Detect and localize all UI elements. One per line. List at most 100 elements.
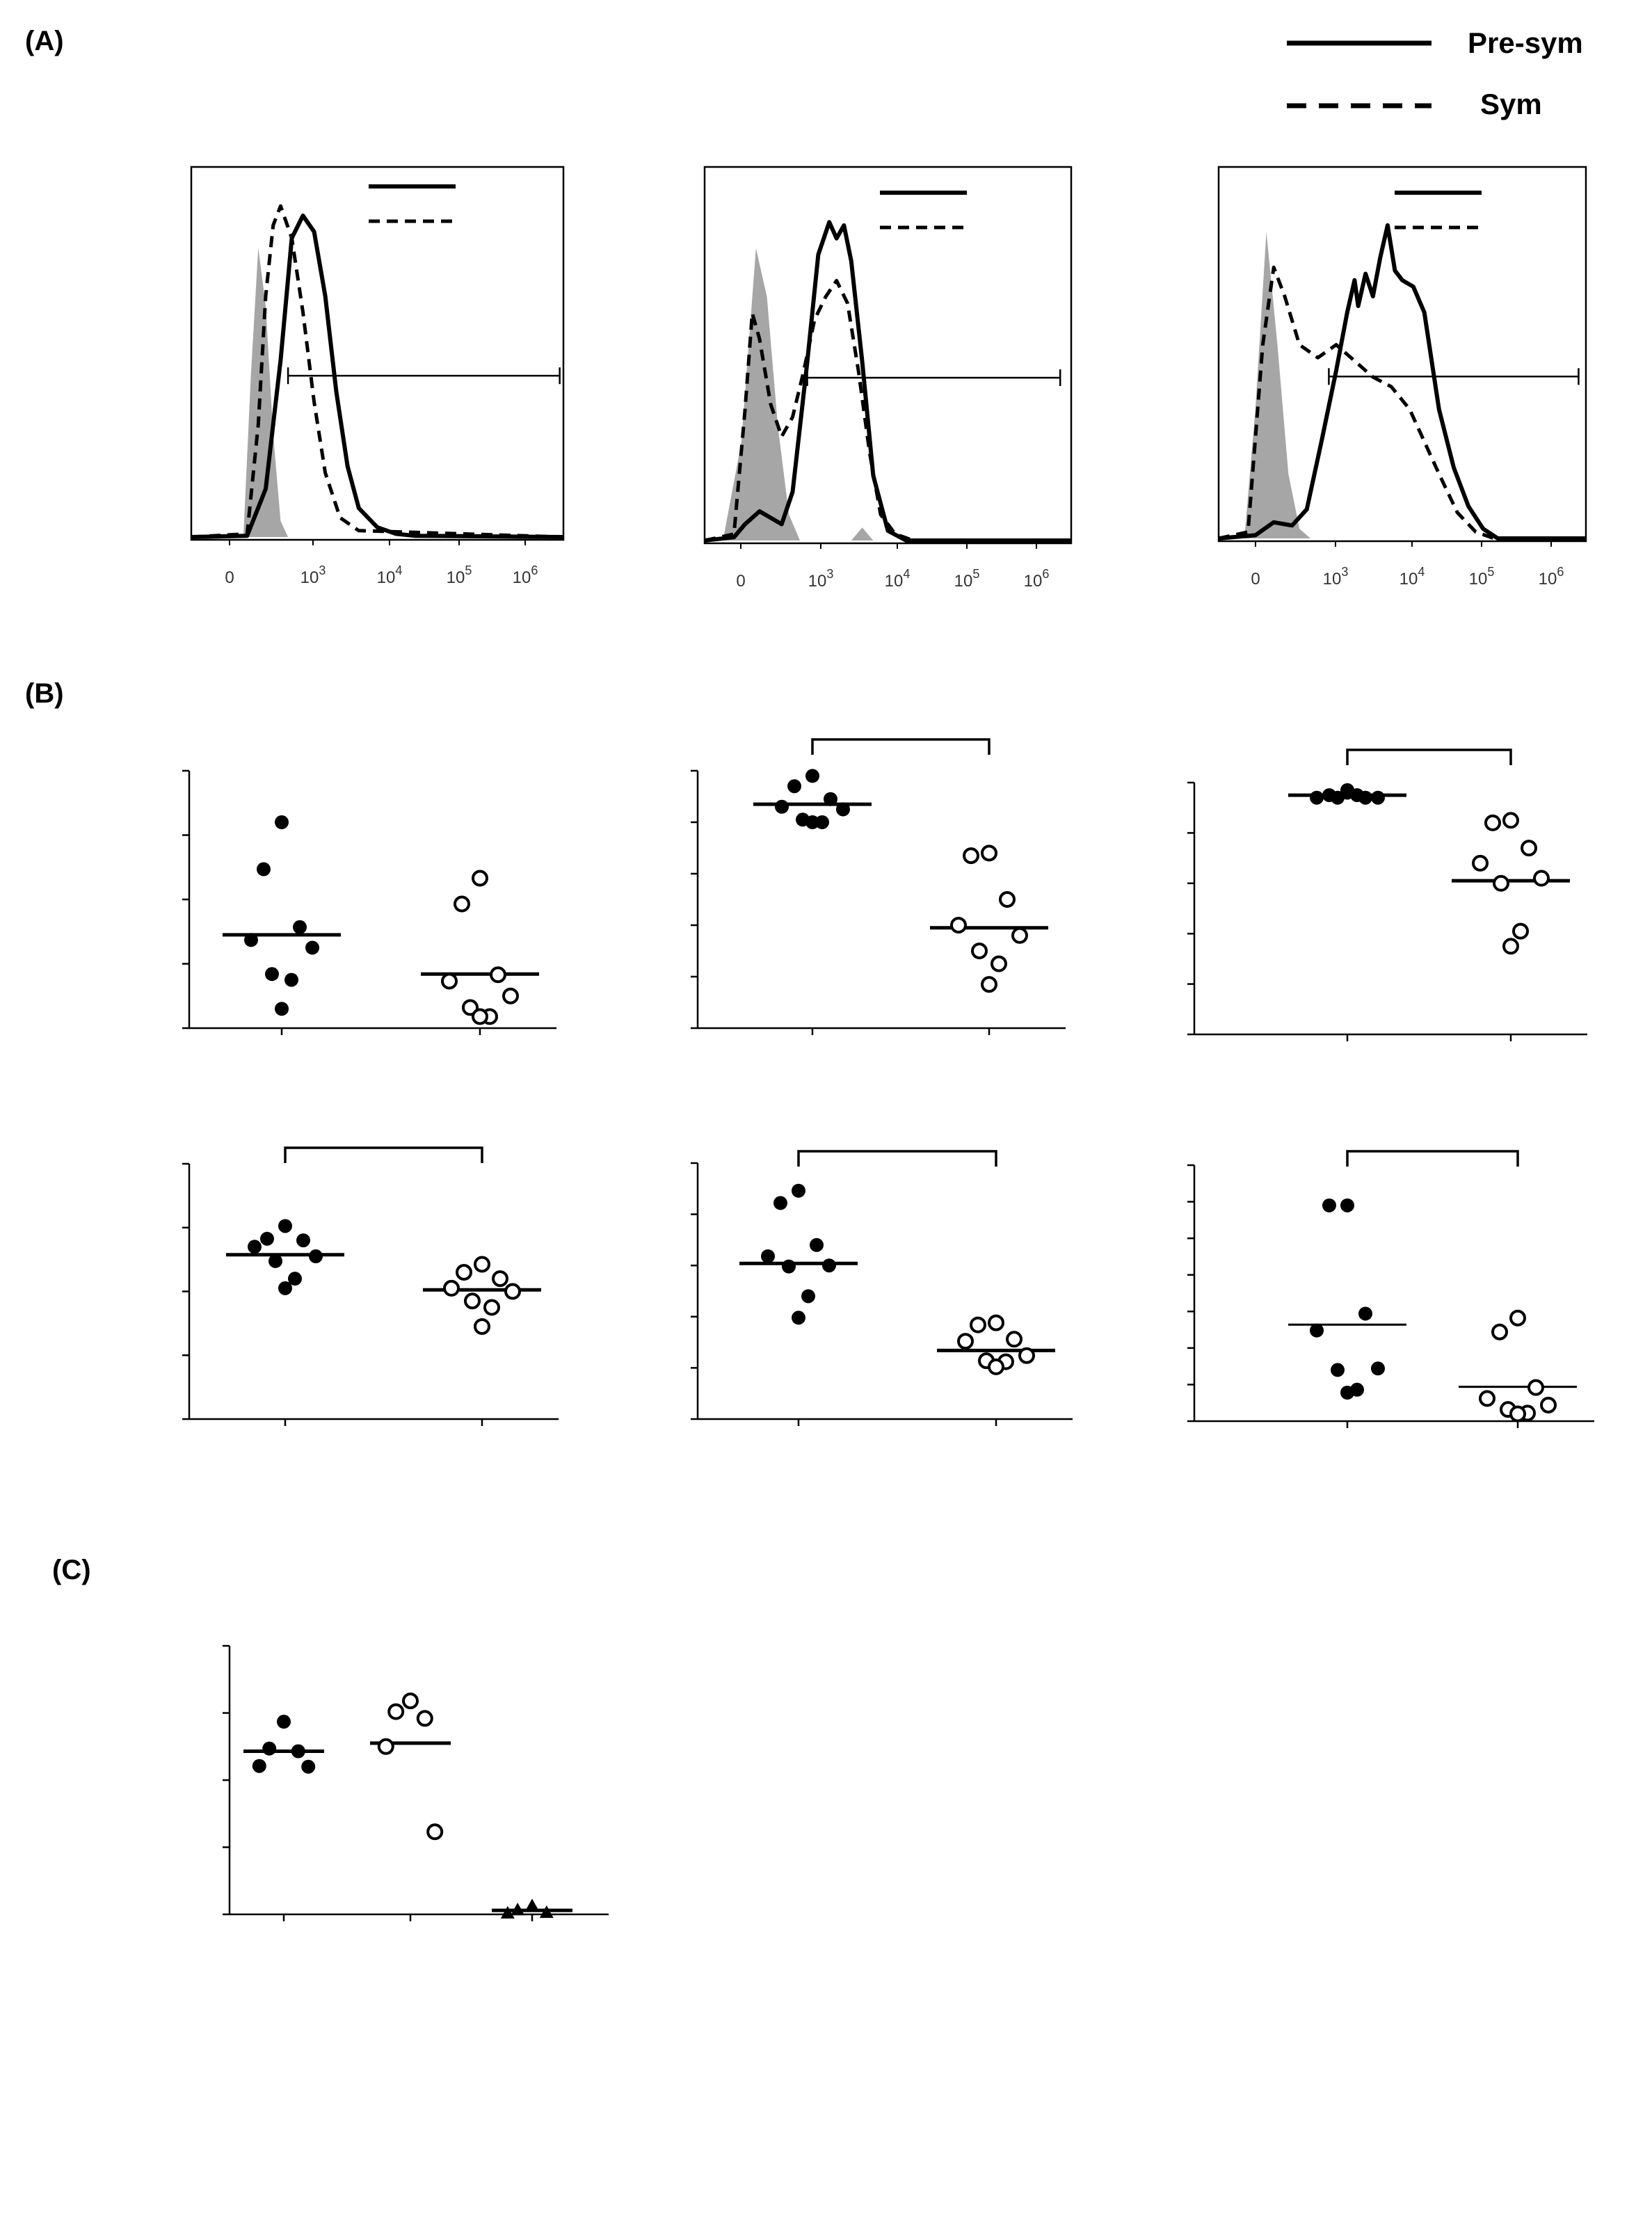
plot-frame	[190, 166, 565, 541]
data-point	[999, 891, 1016, 908]
hist-cd80: 0 103 104 105 106	[703, 166, 1073, 591]
data-point	[416, 1710, 433, 1727]
plot-frame	[703, 166, 1073, 545]
data-point	[454, 895, 470, 913]
significance-bracket	[1346, 748, 1512, 765]
data-point	[268, 1254, 282, 1268]
series-sym	[1452, 812, 1570, 955]
data-point	[824, 792, 837, 806]
proliferation	[223, 1644, 609, 1921]
data-point	[1512, 922, 1529, 940]
data-point	[284, 972, 298, 987]
data-point	[502, 987, 519, 1004]
data-point	[296, 1233, 310, 1248]
data-point	[262, 1741, 277, 1756]
series-pre-sym	[1288, 783, 1406, 805]
data-point	[492, 1270, 508, 1288]
series-pre-sym	[753, 769, 872, 829]
panel-label-c: (C)	[52, 1555, 91, 1585]
data-point	[950, 917, 967, 934]
data-point	[539, 1905, 554, 1919]
data-point	[260, 1231, 274, 1246]
data-point	[504, 1283, 521, 1300]
x-tick-label: 0	[736, 572, 745, 591]
significance-bracket	[1346, 1150, 1519, 1167]
sym-histogram-line	[191, 204, 564, 539]
data-point	[483, 1299, 500, 1316]
data-point	[1502, 938, 1519, 955]
data-point	[787, 779, 801, 794]
data-point	[1484, 814, 1501, 831]
data-point	[805, 769, 819, 783]
mfi-cd40	[182, 1146, 559, 1426]
x-tick-label: 104	[377, 563, 403, 587]
data-point	[1310, 790, 1324, 805]
data-point	[1509, 1405, 1526, 1423]
data-point	[970, 1316, 986, 1334]
data-point	[525, 1898, 539, 1912]
x-tick-label: 106	[513, 563, 538, 587]
data-point	[1533, 870, 1550, 887]
data-point	[836, 802, 850, 817]
presym-histogram-line	[1218, 223, 1586, 541]
data-point	[265, 967, 279, 982]
data-point	[1340, 783, 1354, 797]
freq-mhcii	[1187, 748, 1587, 1041]
x-tick-label: 105	[1469, 565, 1495, 588]
data-point	[1371, 790, 1385, 805]
data-point	[971, 943, 988, 959]
data-point	[462, 999, 479, 1016]
data-point	[1310, 1323, 1324, 1338]
data-point	[801, 1289, 815, 1304]
significance-bracket	[284, 1146, 483, 1163]
data-point	[991, 955, 1007, 972]
series-sym	[937, 1314, 1055, 1375]
data-point	[957, 1333, 974, 1350]
data-point	[1340, 1385, 1354, 1400]
data-point	[822, 1258, 836, 1273]
data-point	[472, 1008, 488, 1025]
data-point	[1479, 1390, 1495, 1407]
data-point	[277, 1715, 291, 1729]
data-point	[456, 1263, 472, 1281]
data-point	[293, 920, 307, 934]
data-point	[1006, 1331, 1023, 1348]
data-point	[474, 1318, 490, 1335]
data-point	[288, 1272, 302, 1286]
isotype-histogram	[243, 248, 289, 537]
data-point	[441, 972, 458, 990]
data-point	[988, 1314, 1004, 1331]
data-point	[275, 1002, 289, 1016]
x-tick-label: 103	[1323, 565, 1349, 588]
series-sym	[421, 870, 539, 1025]
data-point	[988, 1358, 1004, 1375]
series-pre-sym	[226, 1219, 344, 1295]
x-tick-label: 104	[885, 567, 911, 591]
data-point	[1331, 1363, 1345, 1377]
x-tick-label: 0	[225, 568, 234, 587]
x-tick-label: 106	[1539, 565, 1564, 588]
series-sym	[1459, 1309, 1577, 1423]
sym-histogram-line	[704, 278, 1071, 543]
series-t-cell-alone	[492, 1898, 572, 1919]
data-point	[278, 1281, 292, 1295]
data-point	[1472, 854, 1489, 872]
panel-label-b: (B)	[25, 678, 64, 709]
data-point	[275, 815, 289, 829]
data-point	[305, 940, 319, 955]
data-point	[981, 844, 997, 862]
data-point	[782, 1259, 796, 1274]
isotype-histogram	[1244, 232, 1310, 538]
data-point	[377, 1738, 394, 1755]
data-point	[810, 1238, 824, 1252]
plot-frame	[1217, 166, 1587, 543]
data-point	[490, 966, 506, 984]
data-point	[775, 799, 789, 814]
data-point	[1331, 790, 1345, 805]
data-point	[1493, 874, 1509, 892]
data-point	[301, 1759, 316, 1774]
freq-cd80	[691, 738, 1066, 1035]
data-point	[1011, 927, 1028, 944]
data-point	[981, 976, 997, 993]
